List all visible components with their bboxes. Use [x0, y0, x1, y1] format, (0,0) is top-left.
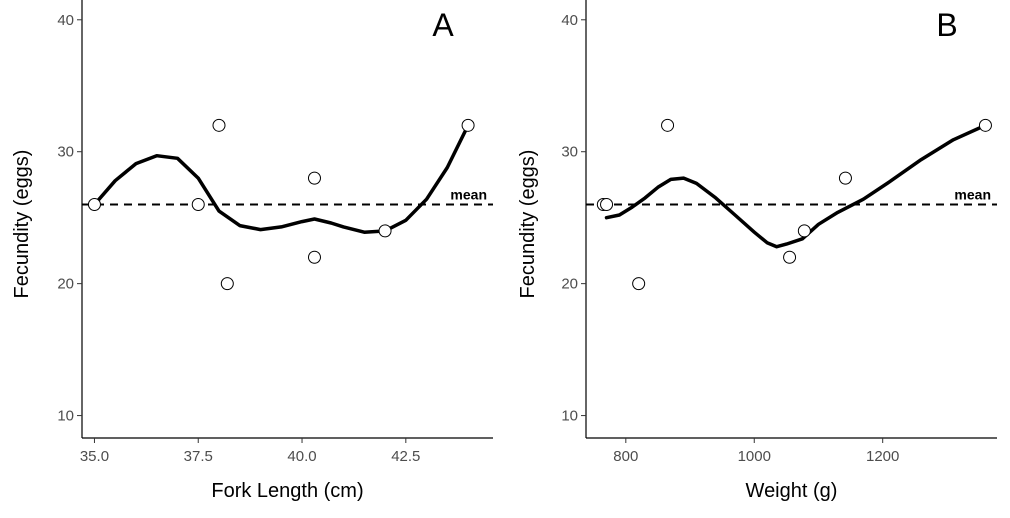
data-point — [797, 224, 811, 238]
panel-label: A — [432, 7, 454, 43]
y-tick-label: 10 — [57, 408, 74, 425]
data-point — [87, 197, 101, 211]
y-tick-label: 40 — [561, 12, 578, 29]
data-point — [307, 250, 321, 264]
data-point — [600, 197, 614, 211]
data-point — [632, 277, 646, 291]
x-tick-label: 1200 — [866, 448, 899, 465]
y-tick-label: 30 — [561, 144, 578, 161]
panel-b: 10 20 30 40 800 1000 1200 Weight (g) Fecundity (… — [517, 0, 997, 502]
data-point — [212, 118, 226, 132]
x-tick-label: 1000 — [738, 448, 771, 465]
x-axis-title: Fork Length (cm) — [211, 480, 363, 502]
x-tick-label: 42.5 — [391, 448, 420, 465]
data-point — [307, 171, 321, 185]
panel-a: 10 20 30 40 35.0 37.5 40.0 42.5 Fork Length (cm)… — [11, 0, 493, 502]
y-axis-title: Fecundity (eggs) — [11, 150, 33, 299]
x-axis-title: Weight (g) — [746, 480, 838, 502]
data-point — [378, 224, 392, 238]
data-point — [191, 197, 205, 211]
mean-label: mean — [954, 186, 991, 202]
y-tick-label: 20 — [57, 276, 74, 293]
y-tick-label: 40 — [57, 12, 74, 29]
data-point — [978, 118, 992, 132]
smooth-curve — [92, 123, 470, 234]
x-tick-label: 35.0 — [80, 448, 109, 465]
data-point — [220, 277, 234, 291]
panel-label: B — [936, 7, 957, 43]
mean-label: mean — [450, 186, 487, 202]
data-point — [461, 118, 475, 132]
data-point — [783, 250, 797, 264]
y-tick-label: 30 — [57, 144, 74, 161]
y-tick-label: 10 — [561, 408, 578, 425]
data-point — [661, 118, 675, 132]
x-tick-label: 800 — [613, 448, 638, 465]
smooth-curve — [604, 123, 988, 249]
y-axis-title: Fecundity (eggs) — [517, 150, 539, 299]
x-tick-label: 37.5 — [184, 448, 213, 465]
y-tick-label: 20 — [561, 276, 578, 293]
x-tick-label: 40.0 — [287, 448, 316, 465]
data-point — [838, 171, 852, 185]
